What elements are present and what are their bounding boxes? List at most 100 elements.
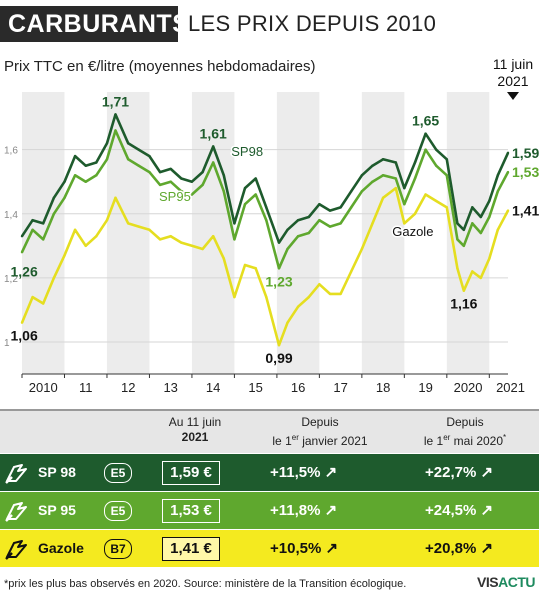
- data-label: 1,59: [512, 145, 539, 161]
- data-point-sp95: [506, 170, 510, 174]
- data-point-sp95: [277, 267, 281, 270]
- change-since-may: +24,5% ↗: [425, 492, 493, 529]
- change-since-may-value: +24,5%: [425, 502, 477, 519]
- table-body: SP 98 E5 1,59 € +11,5% ↗ +22,7% ↗ SP 95 E5 1,53…: [0, 453, 539, 567]
- data-point-sp95: [222, 190, 225, 193]
- data-point-gazole: [201, 247, 204, 251]
- header-col-may-date: mai 2020: [450, 434, 504, 448]
- data-point-gazole: [190, 244, 194, 248]
- data-point-sp98: [201, 170, 204, 174]
- up-arrow-icon: ↗: [325, 540, 339, 557]
- data-point-sp98: [148, 154, 151, 158]
- data-label: SP98: [231, 144, 263, 159]
- header-col-may: Depuis le 1er mai 2020*: [400, 415, 530, 449]
- data-point-sp98: [95, 161, 98, 164]
- header-col-may-line1: Depuis: [446, 415, 484, 429]
- data-point-gazole: [435, 199, 438, 203]
- data-point-gazole: [424, 193, 427, 196]
- data-point-sp95: [403, 202, 406, 206]
- data-point-gazole: [114, 196, 117, 199]
- data-point-sp98: [318, 202, 321, 206]
- x-tick-label: 2020: [454, 380, 483, 395]
- up-arrow-icon: ↗: [480, 502, 494, 519]
- data-point-sp95: [318, 218, 321, 222]
- data-label: 1,16: [450, 296, 477, 312]
- data-point-sp95: [158, 183, 162, 187]
- data-point-sp95: [456, 238, 459, 241]
- data-point-sp98: [350, 190, 353, 193]
- data-point-sp95: [148, 170, 151, 174]
- brand-title: CARBURANTS: [0, 6, 189, 42]
- y-tick-label: 1,2: [4, 274, 18, 285]
- data-label: 0,99: [265, 350, 292, 366]
- data-point-sp95: [105, 158, 109, 161]
- data-point-sp98: [114, 113, 117, 116]
- data-point-gazole: [254, 267, 257, 270]
- data-point-gazole: [403, 222, 406, 225]
- data-point-gazole: [265, 295, 268, 299]
- data-point-sp95: [127, 158, 130, 161]
- data-point-sp98: [190, 180, 194, 183]
- data-point-gazole: [456, 267, 459, 270]
- data-point-sp95: [339, 222, 342, 225]
- data-point-sp98: [435, 148, 438, 151]
- data-point-gazole: [445, 206, 449, 209]
- data-point-sp95: [169, 180, 172, 183]
- data-point-sp98: [506, 151, 510, 155]
- data-point-sp98: [307, 215, 310, 219]
- data-point-sp95: [211, 161, 215, 164]
- change-since-may-value: +22,7%: [425, 464, 477, 481]
- data-point-sp95: [307, 231, 310, 235]
- date-marker-line2: 2021: [497, 73, 529, 89]
- data-point-gazole: [137, 225, 141, 228]
- data-point-sp98: [371, 164, 374, 167]
- data-point-sp95: [296, 235, 300, 238]
- data-point-sp95: [42, 238, 45, 241]
- data-point-gazole: [381, 196, 385, 199]
- data-point-sp95: [435, 164, 438, 167]
- data-label: 1,71: [102, 93, 129, 109]
- y-axis-label: Prix TTC en €/litre (moyennes hebdomadai…: [4, 58, 316, 75]
- logo-part-b: ACTU: [498, 574, 535, 590]
- data-point-sp98: [488, 199, 491, 203]
- data-point-sp95: [63, 196, 66, 199]
- data-point-gazole: [479, 276, 483, 280]
- data-point-sp98: [360, 174, 364, 177]
- data-point-gazole: [105, 218, 109, 222]
- data-point-sp95: [462, 244, 466, 248]
- header-col-may-le: le 1: [423, 434, 444, 448]
- data-point-sp98: [158, 170, 162, 174]
- data-point-gazole: [394, 186, 398, 190]
- data-point-sp98: [211, 145, 215, 148]
- data-point-sp98: [169, 167, 172, 171]
- data-point-gazole: [169, 235, 172, 238]
- data-point-gazole: [360, 247, 364, 251]
- data-point-sp98: [456, 222, 459, 225]
- data-point-gazole: [42, 302, 45, 305]
- x-tick-label: 11: [79, 380, 93, 395]
- data-point-gazole: [95, 235, 98, 238]
- data-point-sp98: [479, 215, 483, 219]
- data-point-gazole: [413, 212, 417, 215]
- change-since-january: +11,8% ↗: [270, 492, 337, 529]
- data-point-gazole: [471, 270, 474, 273]
- change-since-may: +20,8% ↗: [425, 530, 493, 567]
- header: CARBURANTS LES PRIX DEPUIS 2010: [0, 0, 539, 46]
- x-tick-label: 18: [376, 380, 390, 395]
- fuel-badge: B7: [104, 539, 132, 559]
- header-col-may-sup: er: [443, 433, 451, 442]
- data-point-gazole: [52, 276, 56, 280]
- x-tick-label: 15: [248, 380, 262, 395]
- data-label: 1,06: [10, 328, 37, 344]
- data-point-sp95: [31, 228, 34, 231]
- fuel-price: 1,59 €: [162, 461, 220, 485]
- source-note: *prix les plus bas observés en 2020. Sou…: [4, 578, 407, 590]
- data-point-sp95: [371, 180, 374, 183]
- change-since-january: +11,5% ↗: [270, 454, 337, 491]
- data-point-gazole: [31, 295, 34, 299]
- data-point-sp95: [233, 238, 236, 241]
- x-tick-label: 12: [121, 380, 135, 395]
- data-point-sp98: [84, 164, 87, 167]
- year-band: [191, 92, 235, 374]
- data-label: 1,41: [512, 203, 539, 219]
